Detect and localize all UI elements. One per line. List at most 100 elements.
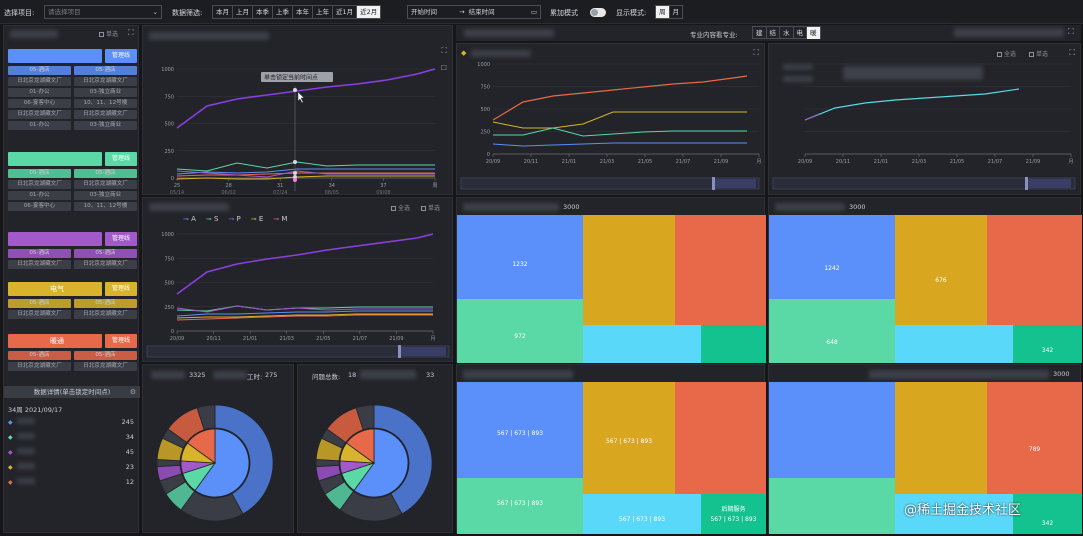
project-tag[interactable]: 01-办公	[8, 88, 71, 97]
single-select-checkbox[interactable]: 单选	[99, 29, 118, 38]
treemap-cell[interactable]	[987, 215, 1082, 325]
manage-line-button[interactable]: 管理线	[105, 152, 137, 166]
treemap-cell[interactable]	[769, 382, 895, 478]
discipline-card-title[interactable]	[8, 152, 102, 166]
treemap-cell[interactable]	[583, 325, 701, 363]
filter-option[interactable]: 本年	[293, 6, 313, 18]
project-tag[interactable]: 日北京龙湖藏文厂	[74, 77, 137, 86]
expand-icon[interactable]: ⛶	[1069, 48, 1075, 57]
treemap-cell[interactable]	[895, 382, 987, 494]
treemap-cell[interactable]: 789	[987, 382, 1082, 494]
project-tag[interactable]: 05-酒店	[8, 169, 71, 178]
treemap-cell[interactable]: 567 | 673 | 893	[457, 478, 583, 534]
treemap-cell[interactable]: 676	[895, 215, 987, 325]
treemap-cell[interactable]: 1232	[457, 215, 583, 299]
legend-item[interactable]: ⊸ A	[183, 215, 196, 223]
project-tag[interactable]: 日北京龙湖藏文厂	[74, 310, 137, 319]
project-tag[interactable]: 06-宴客中心	[8, 202, 71, 211]
display-week[interactable]: 周	[656, 6, 670, 18]
treemap-cell[interactable]	[675, 215, 766, 325]
project-tag[interactable]: 05-酒店	[8, 249, 71, 258]
project-tag[interactable]: 06-宴客中心	[8, 99, 71, 108]
legend-item[interactable]: ⊸ M	[273, 215, 287, 223]
project-tag[interactable]: 05-酒店	[74, 299, 137, 308]
project-tag[interactable]: 05-酒店	[74, 351, 137, 360]
sunburst-chart-issues[interactable]	[298, 387, 454, 534]
date-range-picker[interactable]: 开始时间 → 结束时间 ▭	[407, 5, 541, 19]
project-select[interactable]: 请选择项目 ⌄	[44, 5, 162, 19]
major-option[interactable]: 结	[767, 27, 780, 39]
manage-line-button[interactable]: 管理线	[105, 49, 137, 63]
major-line-chart-a[interactable]: 1000 750 500 250 020/09 20/11 21/01 21/03 21/05 2…	[457, 56, 766, 196]
manage-line-button[interactable]: 管理线	[105, 334, 137, 348]
project-tag[interactable]: 10、11、12号楼	[74, 99, 137, 108]
treemap-cell[interactable]	[895, 325, 1013, 363]
checkbox-icon[interactable]: ☐	[440, 64, 447, 72]
treemap-cell[interactable]: 567 | 673 | 893	[583, 382, 675, 494]
project-tag[interactable]: 05-酒店	[8, 299, 71, 308]
sunburst-chart-hours[interactable]	[143, 387, 295, 534]
treemap-cell[interactable]: 342	[1013, 325, 1082, 363]
single-select-checkbox[interactable]: 单选	[1029, 49, 1048, 58]
discipline-card-title[interactable]: 电气	[8, 282, 102, 296]
treemap-cell[interactable]: 567 | 673 | 893	[583, 494, 701, 534]
treemap-cell[interactable]	[769, 478, 895, 534]
major-line-chart-b[interactable]: 20/09 20/11 21/01 21/03 21/05 21/07 21/09 月	[769, 56, 1082, 196]
expand-icon[interactable]: ⛶	[128, 28, 134, 37]
project-tag[interactable]: 01-办公	[8, 191, 71, 200]
project-tag[interactable]: 03-独立商业	[74, 191, 137, 200]
filter-option[interactable]: 近1月	[333, 6, 358, 18]
treemap-cell[interactable]: 972	[457, 299, 583, 363]
treemap-cell[interactable]: 648	[769, 299, 895, 363]
project-tag[interactable]: 日北京龙湖藏文厂	[8, 362, 71, 371]
project-tag[interactable]: 日北京龙湖藏文厂	[74, 110, 137, 119]
project-tag[interactable]: 05-酒店	[74, 249, 137, 258]
filter-option-active[interactable]: 近2月	[357, 6, 381, 18]
filter-option[interactable]: 上年	[313, 6, 333, 18]
treemap-cell[interactable]	[895, 494, 1013, 534]
trend-chart-2[interactable]: 1000 750 500 250 020/09 20/11 21/01 21/03 21/05 2…	[143, 226, 454, 363]
major-option[interactable]: 建	[753, 27, 767, 39]
single-select-checkbox[interactable]: 单选	[421, 203, 440, 212]
settings-icon[interactable]: ⚙	[129, 388, 136, 396]
project-tag[interactable]: 01-办公	[8, 121, 71, 130]
manage-line-button[interactable]: 管理线	[105, 282, 137, 296]
project-tag[interactable]: 05-酒店	[74, 169, 137, 178]
project-tag[interactable]: 日北京龙湖藏文厂	[74, 260, 137, 269]
treemap-cell[interactable]: 1242	[769, 215, 895, 299]
project-tag[interactable]: 日北京龙湖藏文厂	[74, 362, 137, 371]
expand-icon[interactable]: ⛶	[1068, 27, 1074, 36]
accumulate-toggle[interactable]	[590, 8, 606, 17]
filter-option[interactable]: 上月	[233, 6, 253, 18]
select-all-checkbox[interactable]: 全选	[391, 203, 410, 212]
project-tag[interactable]: 日北京龙湖藏文厂	[8, 310, 71, 319]
discipline-card-title[interactable]	[8, 232, 102, 246]
project-tag[interactable]: 05-酒店	[8, 351, 71, 360]
legend-item[interactable]: ⊸ P	[228, 215, 240, 223]
project-tag[interactable]: 日北京龙湖藏文厂	[8, 77, 71, 86]
project-tag[interactable]: 日北京龙湖藏文厂	[8, 110, 71, 119]
major-option[interactable]: 水	[780, 27, 794, 39]
treemap-cell[interactable]	[701, 325, 766, 363]
project-tag[interactable]: 日北京龙湖藏文厂	[8, 180, 71, 189]
project-tag[interactable]: 日北京龙湖藏文厂	[8, 260, 71, 269]
legend-item[interactable]: ⊸ S	[206, 215, 219, 223]
treemap-cell[interactable]: 567 | 673 | 893	[457, 382, 583, 478]
filter-option[interactable]: 本季	[253, 6, 273, 18]
filter-option[interactable]: 本月	[213, 6, 233, 18]
project-tag[interactable]: 05-酒店	[74, 66, 137, 75]
discipline-card-title[interactable]	[8, 49, 102, 63]
project-tag[interactable]: 05-酒店	[8, 66, 71, 75]
legend-item[interactable]: ⊸ E	[251, 215, 264, 223]
major-option[interactable]: 电	[794, 27, 807, 39]
project-tag[interactable]: 10、11、12号楼	[74, 202, 137, 211]
manage-line-button[interactable]: 管理线	[105, 232, 137, 246]
treemap-cell[interactable]: 后期服务 567 | 673 | 893	[701, 494, 766, 534]
select-all-checkbox[interactable]: 全选	[997, 49, 1016, 58]
expand-icon[interactable]: ⛶	[441, 46, 447, 55]
discipline-card-title[interactable]: 暖通	[8, 334, 102, 348]
display-month[interactable]: 月	[672, 8, 680, 16]
treemap-cell[interactable]: 342	[1013, 494, 1082, 534]
expand-icon[interactable]: ⛶	[753, 48, 759, 57]
project-tag[interactable]: 03-独立商业	[74, 88, 137, 97]
